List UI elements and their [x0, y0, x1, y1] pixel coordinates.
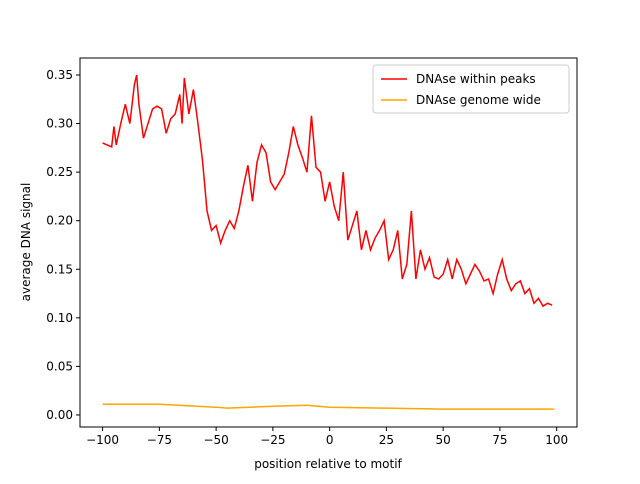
x-tick-label: −25: [260, 433, 285, 447]
x-tick-label: 25: [379, 433, 394, 447]
x-tick-label: 0: [326, 433, 334, 447]
plot-frame: [79, 57, 578, 428]
x-tick-label: −100: [86, 433, 119, 447]
y-axis-label: average DNA signal: [19, 183, 33, 302]
x-tick-label: −50: [203, 433, 228, 447]
x-tick-label: 75: [492, 433, 507, 447]
y-tick-label: 0.30: [46, 117, 73, 131]
legend-box: [372, 64, 570, 114]
x-tick-label: −75: [147, 433, 172, 447]
y-tick-label: 0.20: [46, 214, 73, 228]
line-series: [102, 74, 553, 308]
legend-label: DNAse genome wide: [416, 93, 541, 107]
legend-label: DNAse within peaks: [416, 72, 536, 86]
y-tick-label: 0.05: [46, 359, 73, 373]
y-tick-label: 0.10: [46, 311, 73, 325]
x-tick-label: 50: [436, 433, 451, 447]
y-tick-label: 0.25: [46, 165, 73, 179]
y-tick-label: 0.15: [46, 262, 73, 276]
line-series: [102, 403, 555, 410]
y-tick-label: 0.35: [46, 68, 73, 82]
x-tick-label: 100: [545, 433, 568, 447]
y-tick-label: 0.00: [46, 408, 73, 422]
x-axis-label: position relative to motif: [254, 457, 402, 471]
